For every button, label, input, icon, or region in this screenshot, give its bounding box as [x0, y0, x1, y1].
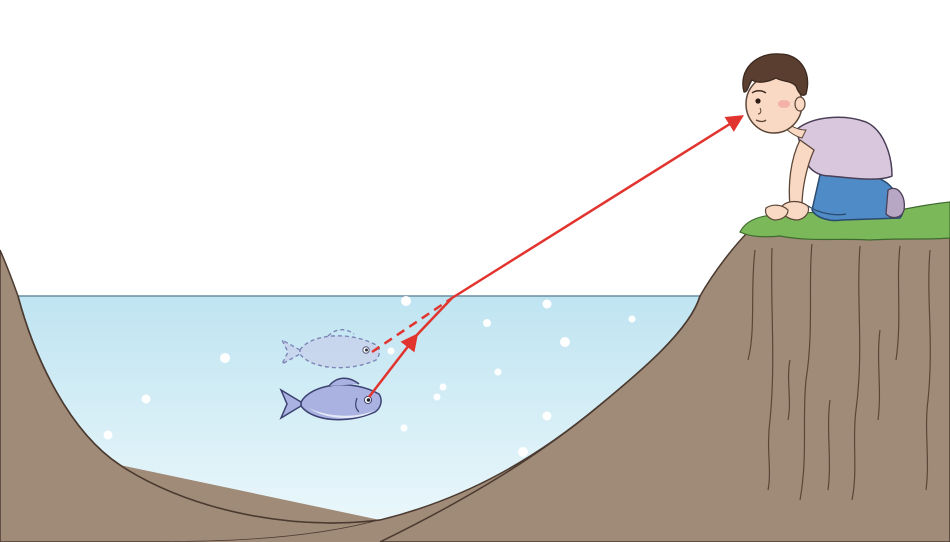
shoe — [885, 187, 905, 219]
bubble — [542, 299, 552, 309]
bubble — [542, 411, 552, 421]
bubble — [433, 393, 441, 401]
bubble — [387, 347, 395, 355]
ray-in-air — [451, 115, 744, 300]
hand — [764, 204, 789, 221]
bubble — [220, 353, 230, 363]
bubbles — [103, 296, 636, 457]
shirt — [795, 116, 893, 180]
bubble — [494, 368, 502, 376]
observer-boy-icon — [742, 53, 905, 222]
bubble — [103, 430, 113, 440]
hair — [742, 53, 809, 96]
bubble — [483, 319, 491, 327]
bubble — [560, 337, 570, 347]
refracted-ray-in-water-upper — [413, 297, 453, 339]
eye — [755, 98, 761, 104]
bubble — [141, 394, 151, 404]
bubble — [628, 315, 636, 323]
cliff-texture — [747, 243, 931, 501]
bubble — [439, 383, 447, 391]
bubble — [401, 296, 411, 306]
light-rays — [368, 115, 744, 398]
refracted-ray-in-water — [368, 333, 419, 398]
apparent-fish-icon — [280, 329, 381, 369]
real-fish-icon — [279, 377, 382, 421]
bubble — [400, 424, 408, 432]
lake-outline — [17, 295, 701, 524]
bubble — [518, 447, 528, 457]
apparent-ray — [371, 296, 453, 354]
